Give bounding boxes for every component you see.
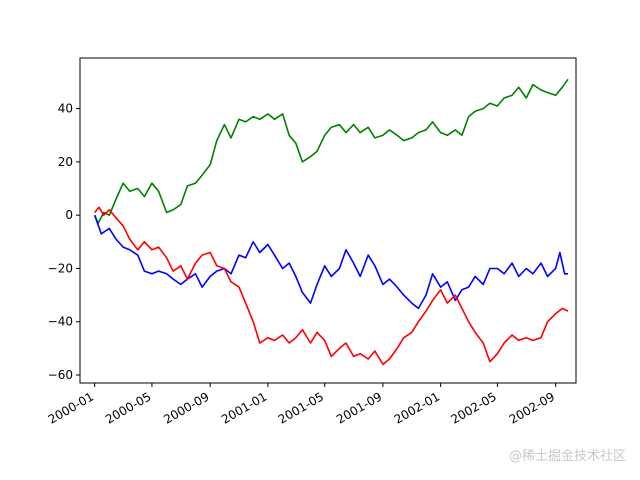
x-axis: 2000-01 2000-05 2000-09 2001-01 2001-05 2001-…	[46, 383, 557, 427]
series-layer	[93, 78, 569, 366]
x-tick-label: 2000-09	[161, 389, 211, 426]
x-tick-label: 2002-05	[449, 389, 499, 426]
x-tick-label: 2001-09	[334, 389, 384, 426]
x-tick-label: 2000-05	[103, 389, 153, 426]
y-tick-label: 0	[65, 208, 73, 222]
series-line-1	[93, 78, 569, 224]
series-line-3	[94, 206, 569, 366]
x-tick-label: 2002-01	[392, 389, 442, 426]
x-tick-label: 2002-09	[507, 389, 557, 426]
y-tick-label: −40	[48, 315, 73, 329]
y-tick-label: −60	[48, 368, 73, 382]
x-tick-label: 2000-01	[46, 389, 96, 426]
y-tick-label: 20	[58, 155, 73, 169]
x-tick-label: 2001-01	[219, 389, 269, 426]
y-tick-label: 40	[58, 102, 73, 116]
y-tick-label: −20	[48, 261, 73, 275]
series-line-2	[93, 214, 568, 310]
watermark: @稀土掘金技术社区	[508, 449, 626, 464]
x-tick-label: 2001-05	[276, 389, 326, 426]
plot-frame	[79, 57, 577, 384]
y-axis: 40 20 0 −20 −40 −60	[48, 102, 80, 382]
